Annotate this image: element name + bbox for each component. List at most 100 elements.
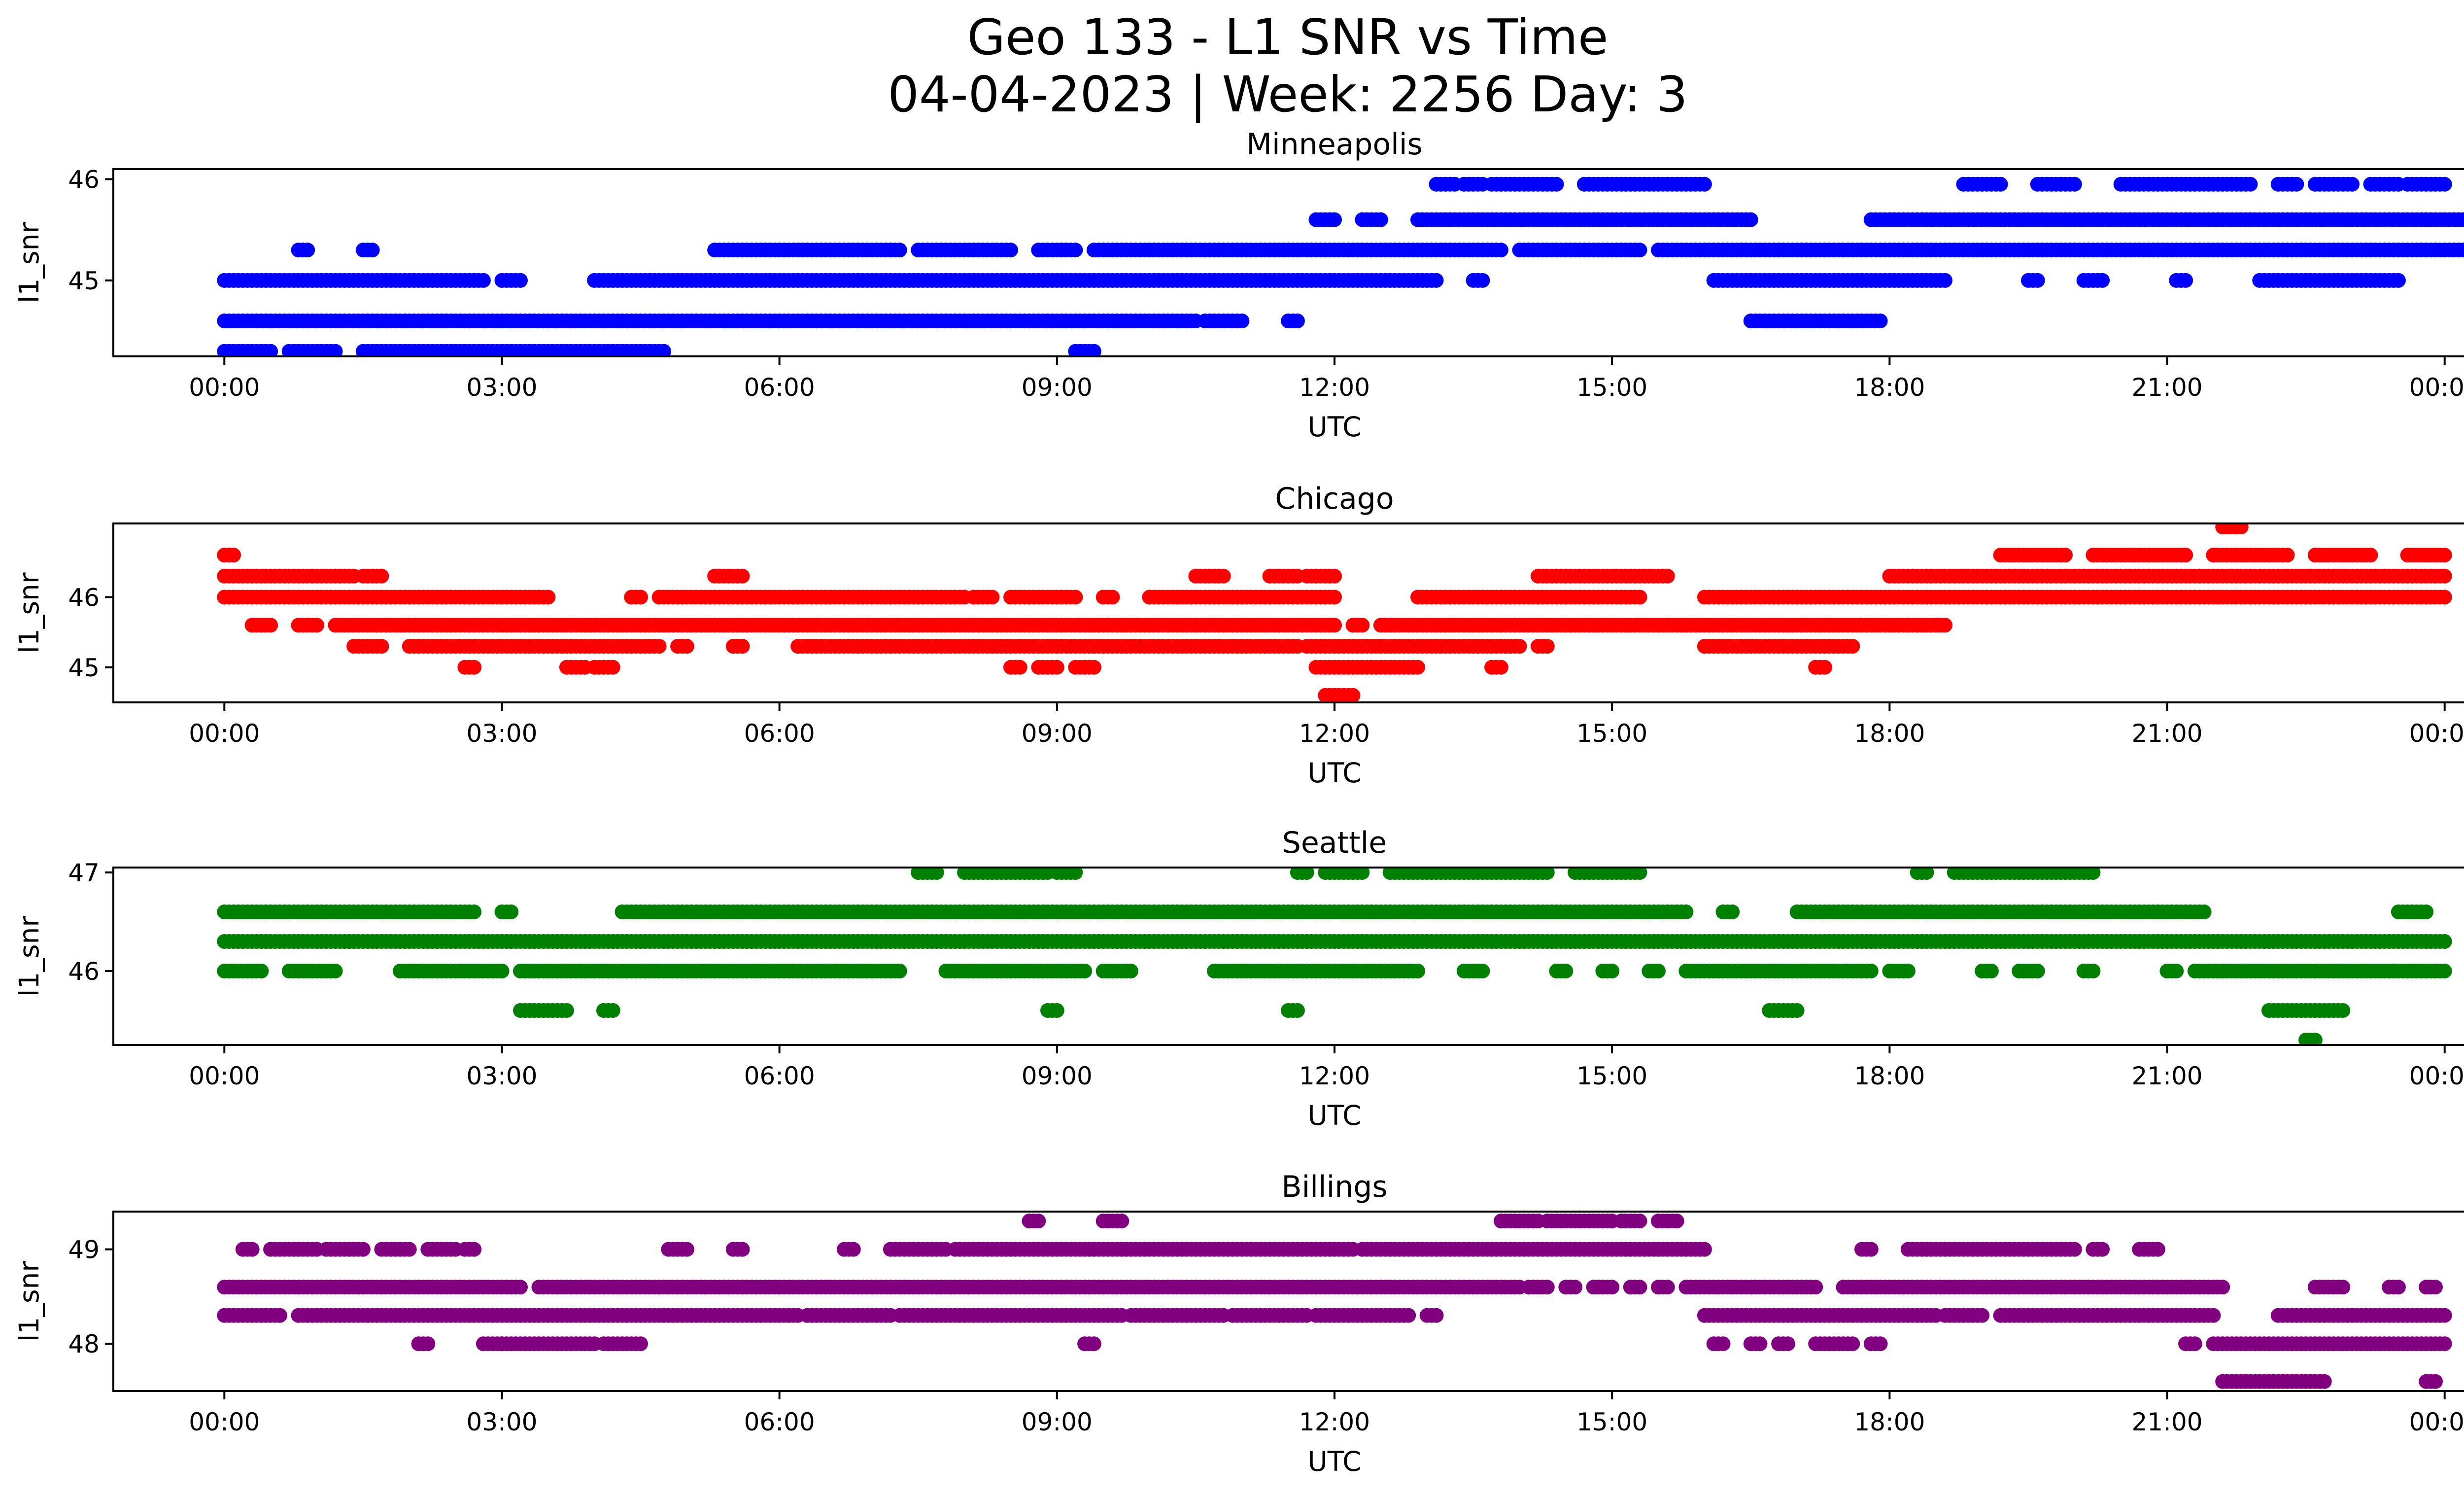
snr-level-47 — [911, 868, 2101, 880]
x-tick-label: 00:00 — [2409, 1062, 2464, 1090]
data-point — [2437, 1336, 2452, 1352]
x-tick-label: 00:00 — [2409, 719, 2464, 748]
x-tick-label: 12:00 — [1299, 1062, 1370, 1090]
data-point — [2345, 176, 2360, 192]
data-point — [1789, 1003, 1805, 1018]
data-point — [1725, 904, 1740, 919]
x-tick-label: 18:00 — [1854, 373, 1925, 402]
data-point — [272, 1308, 287, 1323]
x-tick-label: 15:00 — [1576, 719, 1647, 748]
snr-level-45-3 — [2298, 1033, 2323, 1045]
data-point — [2086, 868, 2101, 880]
data-point — [1290, 313, 1305, 329]
data-point — [2437, 964, 2452, 978]
data-point — [476, 273, 491, 288]
data-point — [1049, 1003, 1064, 1018]
data-point — [1549, 176, 1564, 192]
snr-level-46 — [217, 590, 2452, 605]
y-tick-label: 45 — [68, 654, 100, 682]
y-tick-label: 46 — [68, 166, 100, 194]
data-point — [1327, 568, 1342, 584]
snr-level-46-6 — [217, 548, 2452, 563]
x-tick-label: 15:00 — [1576, 373, 1647, 402]
data-point — [2030, 964, 2045, 978]
data-point — [633, 1336, 648, 1352]
data-point — [985, 590, 1000, 605]
data-point — [1124, 964, 1138, 978]
snr-level-48-6 — [217, 1280, 2443, 1295]
data-point — [1373, 212, 1388, 227]
data-point — [2437, 1308, 2452, 1323]
x-tick-label: 00:00 — [189, 719, 260, 748]
data-point — [2178, 273, 2193, 288]
data-point — [2437, 590, 2452, 605]
snr-level-44-6 — [1318, 688, 1361, 702]
data-point — [2419, 904, 2434, 919]
data-point — [651, 639, 667, 654]
x-tick-label: 06:00 — [744, 1062, 815, 1090]
data-point — [254, 964, 269, 978]
data-point — [735, 639, 750, 654]
panel-billings: 00:00 03:00 06:00 09:00 12:00 15:00 18:00 21:00… — [13, 1170, 2464, 1477]
data-point — [2363, 548, 2378, 563]
data-point — [1752, 1336, 1768, 1352]
data-point — [1049, 660, 1064, 675]
data-point — [1984, 964, 1999, 978]
data-point — [1003, 243, 1018, 258]
data-point — [1086, 1336, 1101, 1352]
x-tick-label: 00:00 — [189, 1062, 260, 1090]
x-tick-label: 03:00 — [466, 373, 537, 402]
x-tick-label: 03:00 — [466, 1062, 537, 1090]
data-point — [1475, 273, 1490, 288]
data-point — [1429, 273, 1444, 288]
data-point — [2196, 904, 2212, 919]
data-point — [1845, 639, 1860, 654]
data-point — [1863, 964, 1879, 978]
title-line-2: 04-04-2023 | Week: 2256 Day: 3 — [888, 66, 1688, 123]
data-point — [504, 904, 519, 919]
data-point — [2280, 548, 2295, 563]
data-point — [1938, 618, 1952, 633]
data-point — [300, 243, 315, 258]
data-point — [467, 904, 482, 919]
data-point — [513, 1280, 528, 1295]
data-point — [328, 964, 343, 978]
x-tick-label: 15:00 — [1576, 1062, 1647, 1090]
snr-level-48-3 — [217, 1308, 2452, 1323]
data-point — [1715, 1336, 1731, 1352]
x-axis-label: UTC — [1307, 757, 1361, 789]
snr-level-45-3 — [291, 243, 2464, 258]
data-point — [892, 964, 907, 978]
data-point — [263, 344, 278, 356]
data-point — [1410, 660, 1425, 675]
data-point — [2169, 964, 2184, 978]
data-point — [2233, 523, 2249, 535]
data-point — [263, 618, 278, 633]
y-tick-label: 46 — [68, 583, 100, 612]
data-point — [929, 868, 944, 880]
panel-chicago: 00:00 03:00 06:00 09:00 12:00 15:00 18:00 21:00… — [13, 482, 2464, 789]
panel-title-minneapolis: Minneapolis — [1246, 127, 1423, 162]
data-point — [1780, 1336, 1795, 1352]
data-point — [1743, 212, 1758, 227]
data-point — [1651, 964, 1666, 978]
data-point — [735, 568, 750, 584]
data-point — [1493, 660, 1508, 675]
data-point — [1540, 868, 1555, 880]
snr-level-46-6 — [217, 904, 2434, 919]
data-point — [1012, 660, 1027, 675]
data-point — [1290, 1003, 1305, 1018]
data-point — [2391, 273, 2406, 288]
snr-level-45-6 — [513, 1003, 2351, 1018]
data-point — [1605, 964, 1620, 978]
data-point — [2178, 548, 2193, 563]
snr-level-44-3 — [217, 344, 1101, 356]
snr-level-46-3 — [217, 568, 2452, 584]
y-axis-label: l1_snr — [13, 572, 45, 653]
data-point — [309, 618, 324, 633]
y-tick-label: 46 — [68, 957, 100, 986]
x-tick-label: 09:00 — [1022, 719, 1093, 748]
data-points-minneapolis — [217, 176, 2464, 356]
snr-level-48 — [411, 1336, 2452, 1352]
